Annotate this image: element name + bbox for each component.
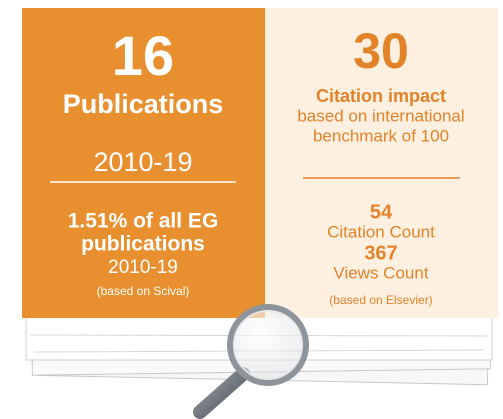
publication-count: 16 (112, 24, 174, 87)
publications-label: Publications (63, 89, 224, 119)
impact-description: benchmark of 100 (313, 126, 449, 145)
infographic: 16 Publications 2010-19 1.51% of all EG … (0, 0, 503, 419)
share-line: publications (81, 233, 205, 256)
period: 2010-19 (93, 147, 192, 177)
source: (based on Scival) (97, 284, 190, 298)
views-count-label: Views Count (333, 263, 428, 282)
views-count: 367 (364, 242, 397, 264)
share-line: 1.51% of all EG (68, 210, 219, 233)
impact-score: 30 (353, 23, 409, 79)
citation-count: 54 (370, 201, 393, 223)
impact-description: based on international (297, 106, 464, 125)
citation-count-label: Citation Count (327, 222, 435, 241)
impact-label: Citation impact (316, 86, 446, 106)
source: (based on Elsevier) (329, 293, 432, 307)
share-period: 2010-19 (108, 257, 178, 278)
